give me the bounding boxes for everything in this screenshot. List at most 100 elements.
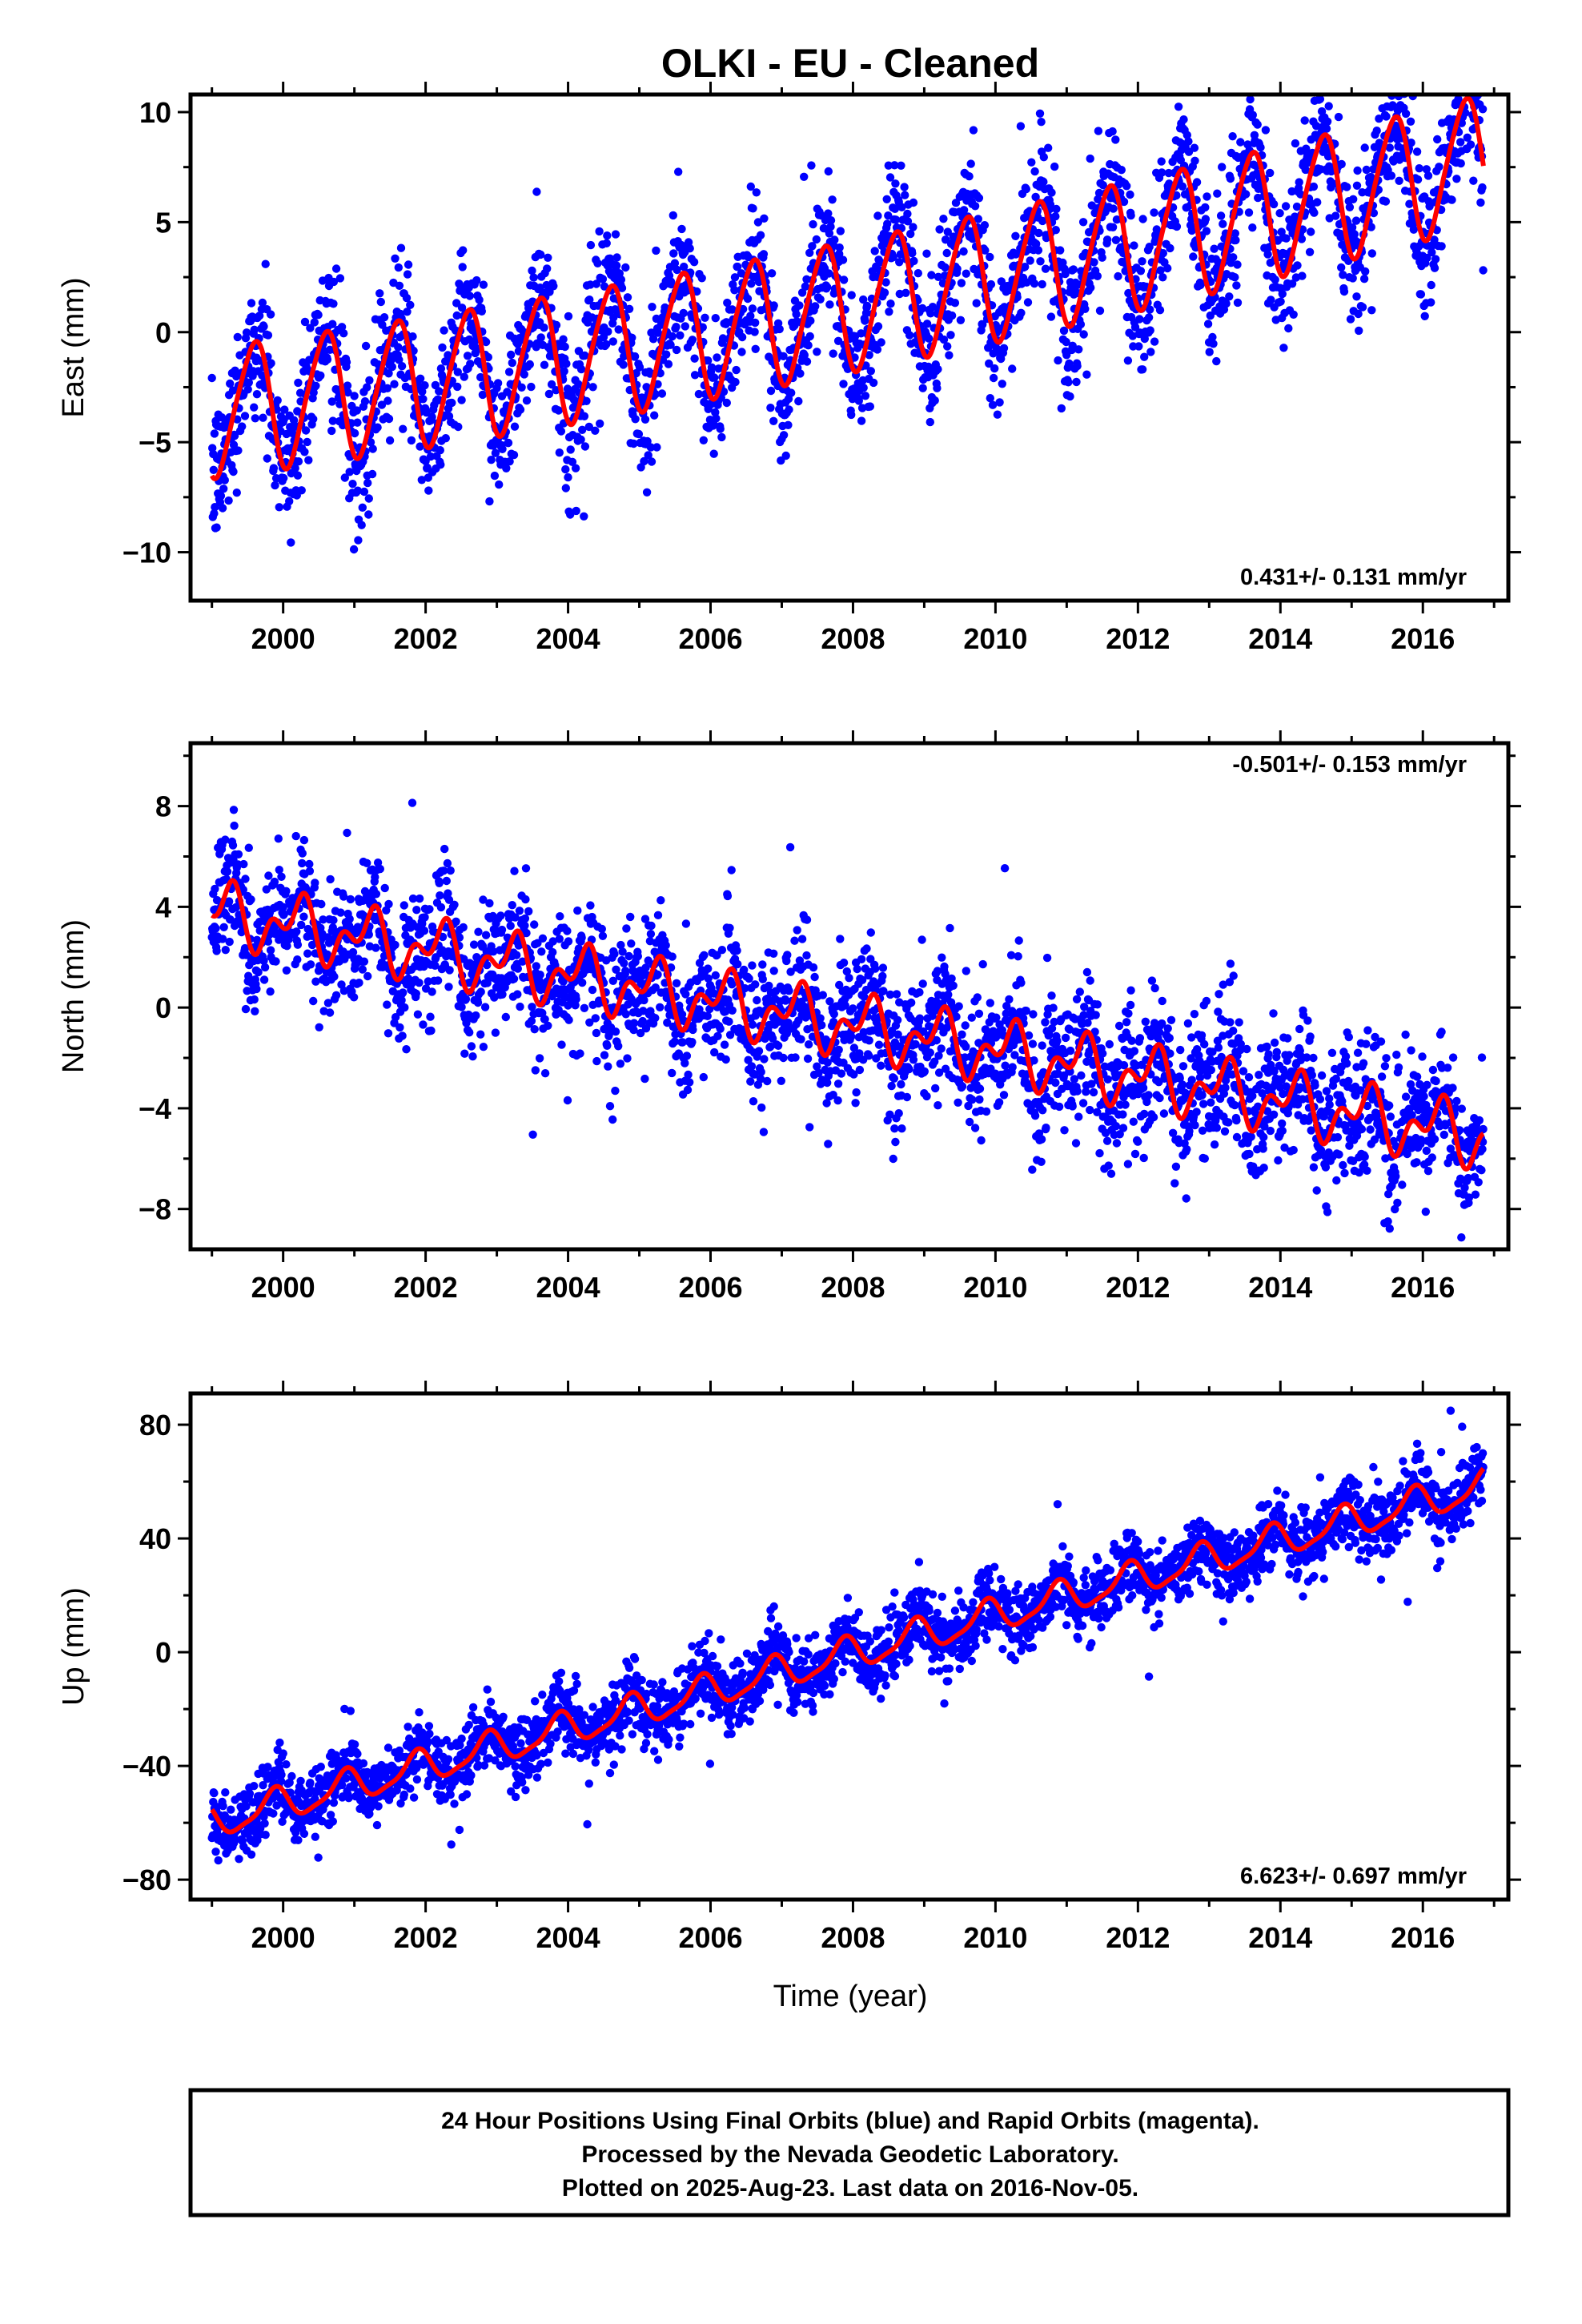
north-data-point [1028, 1165, 1037, 1174]
north-data-point [849, 1004, 857, 1013]
east-data-point [847, 410, 856, 420]
east-data-point [642, 488, 652, 497]
east-data-point [234, 446, 243, 455]
east-data-point [1278, 289, 1287, 299]
north-data-point [1038, 1106, 1047, 1115]
east-data-point [504, 438, 513, 448]
north-data-point [745, 974, 753, 983]
east-data-point [1313, 198, 1322, 207]
east-data-point [340, 473, 349, 482]
east-data-point [216, 492, 226, 501]
north-data-point [926, 1048, 935, 1057]
east-data-point [540, 323, 548, 332]
north-data-point [754, 1047, 764, 1055]
north-data-point [259, 975, 269, 984]
east-data-point [1466, 140, 1476, 149]
east-data-point [722, 398, 731, 408]
east-data-point [586, 240, 596, 250]
north-data-point [440, 844, 449, 854]
east-data-point [311, 381, 320, 390]
north-data-point [363, 858, 371, 868]
east-data-point [825, 300, 834, 309]
north-data-point [1042, 1124, 1050, 1132]
east-data-point [1182, 131, 1192, 139]
north-data-point [363, 971, 372, 981]
north-data-point [1038, 1041, 1046, 1050]
north-data-point [623, 1054, 632, 1063]
east-data-point [1266, 168, 1275, 178]
east-data-point [1231, 273, 1239, 282]
north-data-point [420, 927, 429, 935]
east-data-point [436, 446, 444, 455]
east-data-point [652, 443, 661, 452]
east-data-point [1435, 163, 1443, 171]
east-data-point [275, 503, 283, 512]
north-data-point [266, 987, 275, 996]
east-data-point [884, 161, 893, 170]
east-data-point [1126, 190, 1134, 199]
east-data-point [584, 422, 593, 432]
north-data-point [1029, 1010, 1038, 1019]
east-data-point [1354, 309, 1363, 319]
east-data-point [1098, 181, 1108, 190]
east-data-point [699, 436, 708, 444]
north-data-point [226, 915, 235, 924]
north-data-point [467, 1042, 476, 1051]
east-data-point [1296, 190, 1305, 199]
east-data-point [672, 323, 681, 332]
north-data-point [763, 1076, 772, 1086]
east-data-point [1052, 204, 1061, 214]
east-data-point [668, 332, 677, 341]
north-data-point [982, 1107, 991, 1116]
east-data-point [986, 394, 995, 403]
north-data-point [961, 1021, 970, 1030]
north-data-point [748, 961, 757, 970]
north-data-point [905, 1064, 913, 1074]
east-data-point [913, 269, 923, 278]
east-data-point [1210, 244, 1219, 253]
east-data-point [572, 506, 580, 516]
east-data-point [580, 442, 590, 451]
east-data-point [1082, 370, 1091, 379]
east-data-point [826, 216, 836, 225]
north-data-point [934, 1101, 942, 1110]
east-data-point [1406, 117, 1415, 126]
north-data-point [252, 984, 261, 994]
east-data-point [378, 320, 387, 329]
east-data-point [1095, 306, 1105, 316]
east-data-point [1463, 133, 1472, 142]
north-data-point [346, 895, 355, 904]
north-data-point [513, 964, 522, 973]
north-data-point [758, 960, 767, 969]
east-data-point [263, 331, 273, 340]
north-data-point [349, 993, 359, 1002]
east-data-point [316, 371, 325, 380]
east-data-point [890, 204, 900, 213]
north-data-point [621, 1010, 630, 1019]
east-data-point [760, 214, 769, 223]
east-data-point [1126, 211, 1135, 220]
east-data-point [1369, 165, 1378, 174]
east-data-point [1011, 250, 1021, 259]
north-data-point [851, 1099, 860, 1108]
east-data-point [477, 307, 486, 316]
east-data-point [1218, 163, 1227, 171]
north-data-point [975, 1084, 985, 1093]
east-data-point [769, 301, 778, 310]
east-data-point [363, 478, 372, 488]
east-data-point [716, 424, 725, 433]
east-data-point [993, 410, 1002, 419]
east-x-tick-label: 2004 [536, 622, 600, 655]
north-data-point [1008, 1063, 1017, 1072]
east-data-point [493, 379, 503, 388]
north-data-point [967, 1013, 977, 1022]
north-data-point [408, 798, 417, 807]
north-data-point [829, 1010, 839, 1019]
east-data-point [616, 275, 626, 284]
east-data-point [1054, 356, 1062, 365]
east-data-point [364, 494, 373, 503]
east-data-point [885, 308, 893, 316]
east-data-point [718, 334, 728, 343]
east-data-point [828, 195, 837, 204]
north-data-point [383, 1000, 391, 1009]
